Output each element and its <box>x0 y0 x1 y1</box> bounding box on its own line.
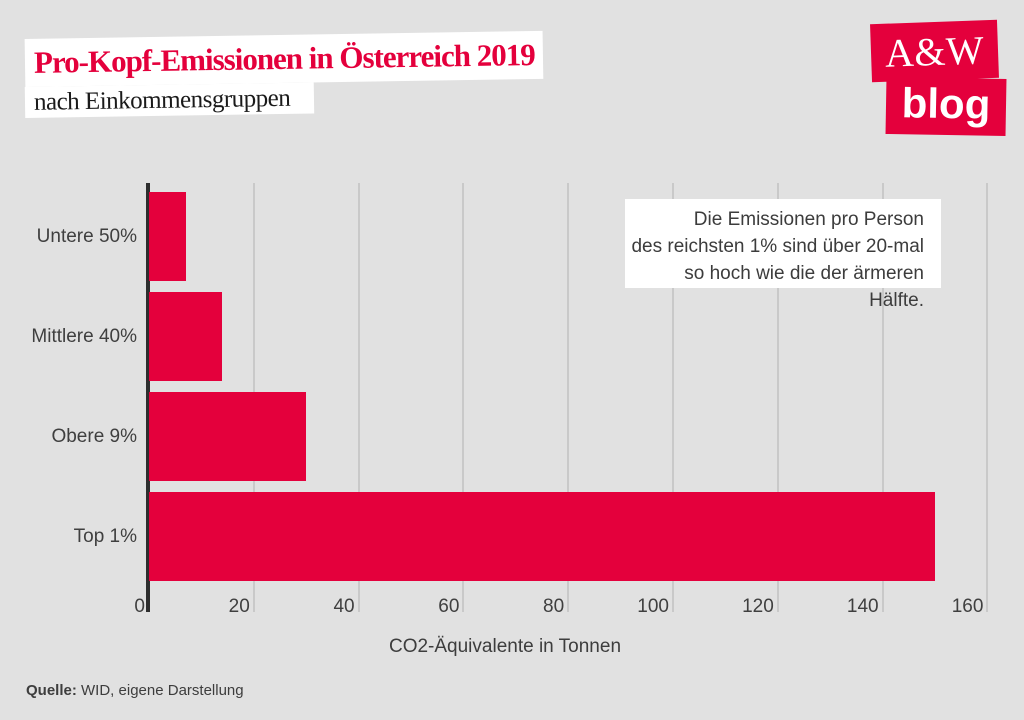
category-label: Top 1% <box>73 525 137 547</box>
source-note: Quelle: WID, eigene Darstellung <box>26 682 244 699</box>
source-text: WID, eigene Darstellung <box>76 682 244 699</box>
bar-1 <box>149 292 223 381</box>
x-tick-label: 160 <box>951 596 984 617</box>
x-tick-label: 80 <box>543 596 565 617</box>
blog-logo-text: blog <box>901 79 991 128</box>
annotation-line: Die Emissionen pro Person <box>693 209 924 230</box>
gridline-x-60 <box>462 183 465 612</box>
gridline-x-100 <box>672 183 674 612</box>
subtitle-box: nach Einkommensgruppen <box>24 82 315 118</box>
x-tick-label: 0 <box>134 596 145 617</box>
gridline-x-80 <box>567 183 570 612</box>
gridline-x-160 <box>986 183 989 612</box>
bar-0 <box>149 192 186 281</box>
category-label: Mittlere 40% <box>31 325 137 347</box>
gridline-x-40 <box>357 183 360 612</box>
x-axis-label: CO2-Äquivalente in Tonnen <box>388 636 622 657</box>
annotation-box: Die Emissionen pro Person des reichsten … <box>625 199 941 311</box>
source-label: Quelle: <box>26 682 77 699</box>
x-tick-label: 120 <box>742 596 774 617</box>
x-tick-label: 60 <box>438 596 460 617</box>
page-subtitle: nach Einkommensgruppen <box>33 84 291 116</box>
gridline-x-140 <box>881 183 884 612</box>
x-tick-label: 40 <box>333 596 355 617</box>
bar-3 <box>149 492 935 581</box>
x-tick-label: 20 <box>228 596 250 617</box>
page-title: Pro-Kopf-Emissionen in Österreich 2019 <box>33 36 535 80</box>
aw-logo-top: A&W <box>870 19 999 83</box>
x-tick-label: 100 <box>637 596 669 617</box>
gridline-x-120 <box>776 183 779 612</box>
y-axis-line <box>146 183 150 612</box>
annotation-line: so hoch wie die der ärmeren Hälfte. <box>684 263 924 311</box>
category-label: Obere 9% <box>51 425 137 447</box>
x-tick-label: 140 <box>846 596 879 617</box>
aw-logo-text: A&W <box>884 26 985 76</box>
category-label: Untere 50% <box>36 225 137 247</box>
aw-logo-bottom: blog <box>885 76 1007 137</box>
annotation-line: des reichsten 1% sind über 20-mal <box>631 236 924 257</box>
bar-2 <box>149 392 307 481</box>
title-box: Pro-Kopf-Emissionen in Österreich 2019 <box>24 30 544 87</box>
